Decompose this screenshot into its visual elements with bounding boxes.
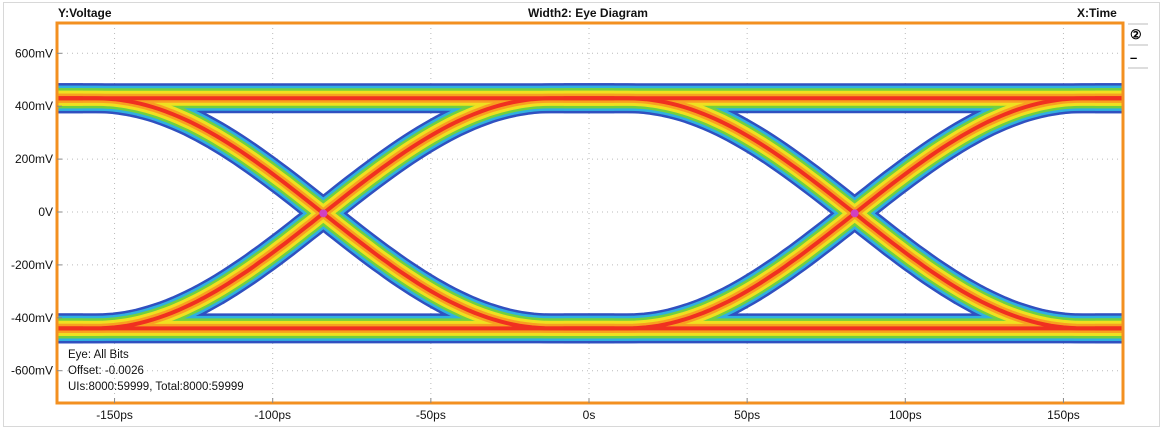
crossing-point <box>850 209 859 218</box>
x-tick-label: 100ps <box>889 408 922 422</box>
rising-edge-trace <box>1086 313 1123 344</box>
x-tick-label: -150ps <box>96 408 133 422</box>
channel-2-button[interactable]: ② <box>1130 27 1142 42</box>
x-tick-label: -50ps <box>416 408 446 422</box>
rising-edge-trace <box>1093 320 1123 336</box>
y-tick-label: 200mV <box>15 152 53 166</box>
plot-border <box>55 21 1125 405</box>
rising-edge-trace <box>1091 318 1123 339</box>
rising-edge-trace <box>1088 315 1123 341</box>
crossing-point <box>319 209 328 218</box>
x-tick-label: 150ps <box>1047 408 1080 422</box>
panel-frame <box>3 2 1160 427</box>
falling-edge-trace <box>1093 90 1123 106</box>
annotation-uis: UIs:8000:59999, Total:8000:59999 <box>68 381 244 393</box>
rising-edge-trace <box>1095 323 1123 333</box>
falling-edge-trace <box>1095 96 1123 101</box>
rising-edge-trace <box>1095 326 1123 331</box>
falling-edge-trace <box>1091 88 1123 109</box>
density-layer <box>57 88 1123 339</box>
y-axis-label: Y:Voltage <box>58 6 112 20</box>
annotation-eye: Eye: All Bits <box>68 349 129 361</box>
y-tick-label: 0V <box>38 205 53 219</box>
y-tick-label: -400mV <box>11 311 53 325</box>
x-axis-label: X:Time <box>1077 6 1117 20</box>
x-tick-label: -100ps <box>254 408 291 422</box>
x-tick-label: 50ps <box>734 408 760 422</box>
falling-edge-trace <box>1088 85 1123 111</box>
y-tick-label: -600mV <box>11 364 53 378</box>
falling-edge-trace <box>1086 83 1123 114</box>
x-tick-label: 0s <box>583 408 596 422</box>
eye-traces <box>57 83 1123 344</box>
falling-edge-trace <box>1095 93 1123 103</box>
chart-title: Width2: Eye Diagram <box>528 6 648 20</box>
annotation-offset: Offset: -0.0026 <box>68 365 144 377</box>
y-tick-label: 600mV <box>15 46 53 60</box>
y-tick-label: 400mV <box>15 99 53 113</box>
y-tick-label: -200mV <box>11 258 53 272</box>
collapse-button[interactable]: – <box>1130 50 1138 65</box>
